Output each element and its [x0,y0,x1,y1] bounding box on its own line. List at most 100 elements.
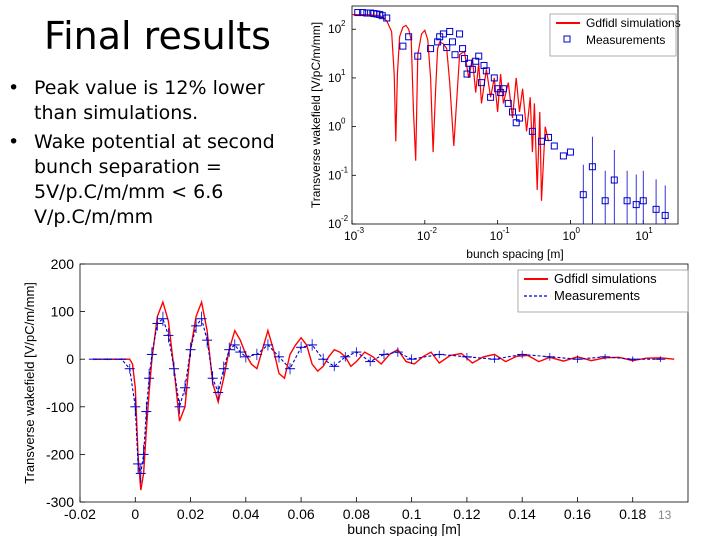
measurement-point [378,12,386,20]
measurement-point [475,52,483,60]
x-tick-label: 10 [344,229,358,243]
y-tick-exponent: 1 [341,68,346,77]
legend-label: Gdfidl simulations [586,16,681,30]
x-tick-label: 10 [635,229,649,243]
measurement-point [468,65,476,73]
measurement-point [459,45,467,53]
measurement-point [601,197,609,205]
legend-box [549,13,677,57]
x-tick-exponent: 0 [575,226,580,235]
measurement-point [490,74,498,82]
x-tick-label: 10 [417,229,431,243]
measurement-point [661,211,669,219]
bullet-list: • Peak value is 12% lower than simulatio… [6,76,296,234]
measurement-point [610,176,618,184]
legend-label: Measurements [554,288,640,303]
measurement-point [383,14,391,22]
y-tick-exponent: -1 [341,165,349,174]
measurement-point [359,9,367,17]
measurement-point [652,205,660,213]
legend-marker-measurement [563,35,571,43]
measurement-point [427,45,435,53]
measurement-point [456,30,464,38]
measurement-point [448,38,456,46]
y-tick-label: 10 [328,22,342,36]
measurement-point [559,152,567,160]
bullet-dot: • [8,131,20,153]
y-tick-label: 0 [66,351,74,367]
measurement-point [443,44,451,52]
x-tick-label: 0.08 [343,506,370,522]
legend-box [517,269,689,313]
page-number: 13 [658,508,672,522]
x-tick-label: 0.06 [287,506,314,522]
measurement-point [566,148,574,156]
legend-label: Measurements [586,33,665,47]
x-tick-label: 10 [490,229,504,243]
measurement-point [499,85,507,93]
y-tick-label: -300 [46,494,74,510]
measurement-point [405,33,413,41]
measurement-point [508,108,516,116]
x-tick-exponent: -1 [503,226,511,235]
x-tick-exponent: -2 [430,226,438,235]
measurement-point [399,42,407,50]
y-axis-label: Transverse wakefield [V/pC/m/mm] [22,282,37,484]
measurement-point [414,52,422,60]
slide-title: Final results [44,14,271,58]
x-tick-label: 0.14 [509,506,536,522]
linear-chart: -0.02 0 0.02 0.04 0.06 0.08 0.1 0.12 0.14 0.16 0.1… [22,256,689,536]
x-tick-label: 0.16 [564,506,591,522]
bullet-item: • Wake potential at second bunch separat… [6,130,296,230]
measurement-point [446,27,454,35]
measurement-point [354,9,362,17]
y-tick-label: 200 [51,256,75,272]
measurement-point [363,9,371,17]
x-axis-label: bunch spacing [m] [466,247,563,261]
measurement-point [487,93,495,101]
x-tick-label: 0.1 [402,506,422,522]
bullet-text: Peak value is 12% lower than simulations… [34,77,265,124]
measurement-point [632,201,640,209]
measurement-point [480,61,488,69]
measurement-point [623,197,631,205]
y-tick-label: -200 [46,446,74,462]
measurement-point [528,127,536,135]
x-tick-exponent: 1 [648,226,653,235]
measurement-point [516,114,524,122]
y-tick-label: 10 [328,217,342,231]
log-chart: 10 -3 10 -2 10 -1 10 0 10 110 -210 -110 010 110 2bunch… [309,5,681,261]
simulation-line [93,299,675,491]
x-tick-label: 0.02 [177,506,204,522]
y-tick-label: 10 [328,71,342,85]
y-tick-exponent: -2 [341,214,349,223]
x-axis-label: bunch spacing [m] [347,521,461,536]
y-axis-label: Transverse wakefield [V/pC/m/mm] [309,22,323,208]
bullet-text: Wake potential at second bunch separatio… [34,131,275,228]
measurement-line [93,317,661,474]
measurement-point [639,197,647,205]
measurement-point [434,38,442,46]
x-tick-label: 0.04 [232,506,259,522]
measurement-point [588,163,596,171]
measurement-point [579,191,587,199]
x-tick-label: -0.02 [64,506,96,522]
legend-label: Gdfidl simulations [554,271,657,286]
bullet-dot: • [8,77,20,99]
y-tick-label: 100 [51,304,75,320]
measurement-point [463,70,471,78]
measurement-point [550,142,558,150]
y-tick-exponent: 0 [341,117,346,126]
measurement-point [451,51,459,59]
bullet-item: • Peak value is 12% lower than simulatio… [6,76,296,126]
y-tick-label: 10 [328,120,342,134]
x-tick-label: 0.12 [453,506,480,522]
x-tick-exponent: -3 [357,226,365,235]
measurement-point [482,67,490,75]
measurement-point [537,137,545,145]
measurement-point [465,59,473,67]
x-tick-label: 10 [562,229,576,243]
simulation-line [352,14,550,201]
y-tick-exponent: 2 [341,19,346,28]
x-tick-label: 0.18 [619,506,646,522]
